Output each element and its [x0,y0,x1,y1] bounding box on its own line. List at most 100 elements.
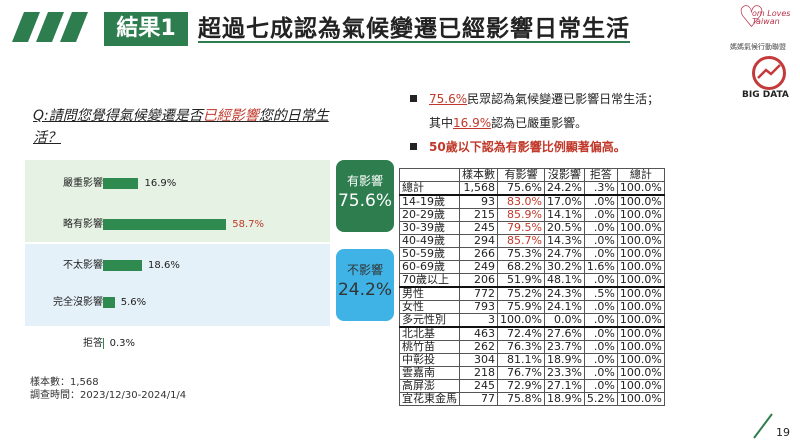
bar-value-label: 18.6% [148,260,180,271]
table-cell: 1,568 [459,181,498,196]
row-label: 女性 [399,300,460,314]
survey-period: 調查時間：2023/12/30-2024/1/4 [30,390,187,401]
row-label: 高屏澎 [399,379,460,393]
table-cell: .0% [583,379,618,393]
table-cell: 100.0% [616,221,665,235]
table-header-cell: 樣本數 [459,168,498,182]
table-cell: 1.6% [583,260,618,274]
bar-category-label: 拒答 [83,338,103,349]
page-title: 超過七成認為氣候變遷已經影響日常生活 [198,16,630,42]
table-header-cell [399,168,460,182]
table-row: 多元性別 3 100.0% 0.0% .0% 100.0% [399,313,665,328]
row-label: 20-29歲 [399,208,460,222]
table-cell: 215 [459,208,498,222]
table-row: 60-69歲 249 68.2% 30.2% 1.6% 100.0% [399,260,665,274]
table-cell: 100.0% [616,392,665,406]
table-cell: .3% [583,181,618,196]
row-label: 中彰投 [399,353,460,367]
table-cell: 100.0% [616,181,665,196]
row-label: 總計 [399,181,460,196]
table-cell: 93 [459,194,498,209]
table-cell: .0% [583,300,618,314]
table-cell: 249 [459,260,498,274]
crosstab-table: 樣本數 有影響 沒影響 拒答 總計 總計 1,568 75.6% 24.2% .3% 100.0%… [399,168,665,406]
bar-value-label: 16.9% [144,178,177,189]
heart-icon: ♡ [738,0,765,35]
table-cell: .0% [583,326,618,341]
table-cell: .5% [583,286,618,301]
table-cell: 24.1% [543,300,585,314]
table-row: 40-49歲 294 85.7% 14.3% .0% 100.0% [399,234,665,248]
survey-question: Q:請問您覺得氣候變遷是否已經影響您的日常生活？ [33,105,353,149]
table-cell: 262 [459,340,498,354]
table-cell: .0% [583,273,618,288]
table-row: 30-39歲 245 79.5% 20.5% .0% 100.0% [399,221,665,235]
table-cell: 75.2% [497,286,545,301]
table-cell: 76.7% [497,366,545,380]
row-label: 男性 [399,286,460,301]
table-cell: 48.1% [543,273,585,288]
table-cell: 83.0% [497,194,545,209]
table-header-cell: 總計 [616,168,665,182]
table-cell: 23.3% [543,366,585,380]
affected-badge-value: 75.6% [337,191,392,211]
affected-badge-label: 有影響 [346,174,383,188]
bar-category-label: 不太影響 [63,260,103,271]
row-label: 雲嘉南 [399,366,460,380]
not-affected-badge: 不影響 24.2% [336,249,394,321]
table-cell: 772 [459,286,498,301]
bigdata-label: BIG DATA [742,90,789,100]
table-cell: 100.0% [616,313,665,328]
table-cell: 100.0% [616,366,665,380]
page-number: 19 [776,426,790,439]
table-row: 宜花東金馬 77 75.8% 18.9% 5.2% 100.0% [399,392,665,406]
mom-loves-taiwan-logo: ♡ om Loves Taiwan 媽媽氣候行動聯盟 [730,0,796,52]
row-label: 多元性別 [399,313,460,328]
table-cell: 51.9% [497,273,545,288]
table-cell: 304 [459,353,498,367]
not-affected-band [25,244,330,326]
row-label: 14-19歲 [399,194,460,209]
table-cell: 30.2% [543,260,585,274]
bar-value-label: 58.7% [232,219,265,230]
table-row: 70歲以上 206 51.9% 48.1% .0% 100.0% [399,273,665,288]
table-cell: 24.2% [543,181,585,196]
corner-decoration [753,413,773,439]
row-label: 30-39歲 [399,221,460,235]
table-cell: 100.0% [616,208,665,222]
table-header-cell: 有影響 [497,168,545,182]
row-label: 50-59歲 [399,247,460,261]
finding-1-pct: 75.6% [429,92,468,106]
bullet-square-icon [410,143,417,150]
finding-2-pct: 16.9% [453,116,492,130]
table-cell: .0% [583,194,618,209]
table-cell: 266 [459,247,498,261]
row-label: 60-69歲 [399,260,460,274]
table-cell: 27.6% [543,326,585,341]
table-cell: .0% [583,353,618,367]
table-cell: .0% [583,221,618,235]
bar [103,219,227,230]
row-label: 40-49歲 [399,234,460,248]
title-tag: 結果1 [104,12,188,46]
bar [103,260,143,271]
header-slashes-decoration [12,12,88,42]
table-cell: 75.3% [497,247,545,261]
table-cell: 100.0% [616,194,665,209]
table-cell: 100.0% [616,353,665,367]
table-cell: 79.5% [497,221,545,235]
row-label: 70歲以上 [399,273,460,288]
finding-2: 其中16.9%認為已嚴重影響。 [429,112,587,134]
bar-category-label: 完全沒影響 [53,297,103,308]
table-cell: 81.1% [497,353,545,367]
bar-value-label: 0.3% [109,338,136,349]
bar-value-label: 5.6% [120,297,147,308]
survey-footer: 樣本數：1,568 調查時間：2023/12/30-2024/1/4 [30,376,186,402]
table-cell: 0.0% [543,313,585,328]
table-cell: 218 [459,366,498,380]
row-label: 桃竹苗 [399,340,460,354]
table-cell: 100.0% [616,273,665,288]
table-cell: 85.9% [497,208,545,222]
table-cell: 77 [459,392,498,406]
table-row: 20-29歲 215 85.9% 14.1% .0% 100.0% [399,208,665,222]
